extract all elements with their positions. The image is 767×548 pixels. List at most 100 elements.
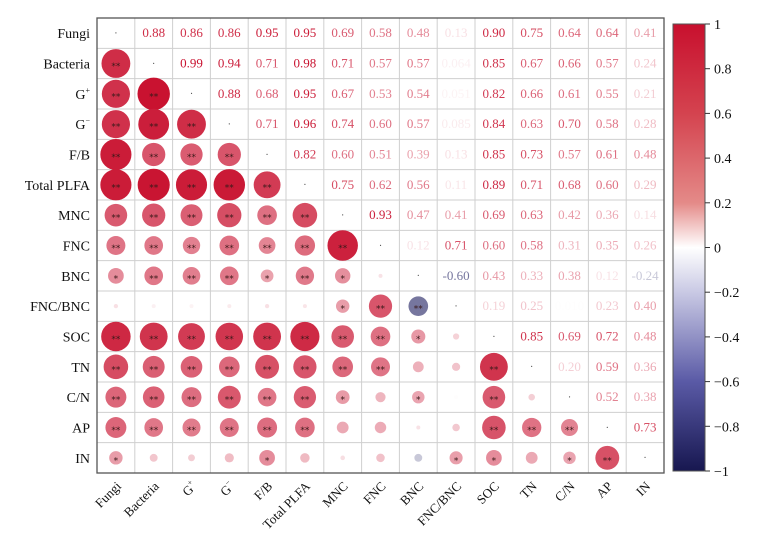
column-label: G−	[216, 477, 237, 498]
correlation-circle	[218, 356, 240, 378]
row-label: G−	[75, 116, 90, 133]
correlation-value: 0.52	[596, 389, 619, 404]
significance-stars: **	[187, 244, 197, 254]
correlation-value: 0.21	[634, 86, 657, 101]
diagonal-marker: ·	[341, 210, 344, 221]
significance-stars: **	[111, 214, 121, 224]
diagonal-marker: ·	[568, 392, 571, 403]
correlation-circle	[108, 267, 124, 284]
correlation-value: -0.24	[632, 268, 660, 283]
correlation-value: 0.13	[445, 25, 468, 40]
correlation-value: 0.60	[483, 237, 506, 252]
correlation-circle	[416, 425, 421, 430]
correlation-value: 0.48	[407, 25, 430, 40]
significance-stars: **	[149, 214, 159, 224]
correlation-circle	[340, 455, 345, 461]
significance-stars: **	[187, 123, 197, 133]
row-label: BNC	[61, 270, 90, 285]
significance-stars: **	[263, 214, 273, 224]
correlation-circle	[374, 421, 387, 434]
colorbar-tick-label: −0.8	[714, 420, 739, 435]
row-label: F/B	[69, 149, 90, 164]
correlation-circle	[144, 418, 164, 437]
correlation-value: 0.94	[218, 55, 241, 70]
correlation-value: 0.12	[407, 237, 430, 252]
significance-stars: **	[338, 335, 348, 345]
correlation-circle	[408, 296, 429, 316]
correlation-value: 0.67	[520, 55, 543, 70]
significance-stars: **	[187, 426, 197, 436]
correlation-circle	[101, 79, 130, 108]
correlation-circle	[100, 169, 132, 201]
correlation-value: 0.051	[441, 86, 470, 101]
significance-stars: *	[416, 335, 421, 345]
significance-stars: **	[111, 153, 121, 163]
significance-stars: *	[567, 456, 572, 466]
correlation-value: 0.35	[596, 237, 619, 252]
significance-stars: **	[565, 426, 575, 436]
significance-stars: **	[225, 426, 235, 436]
correlation-circle	[294, 235, 316, 256]
correlation-circle	[181, 387, 202, 408]
correlation-value: 0.48	[634, 328, 657, 343]
correlation-circle	[113, 304, 119, 309]
significance-stars: *	[114, 456, 119, 466]
correlation-circle	[142, 386, 165, 408]
correlation-circle	[137, 77, 170, 111]
correlation-value: 0.85	[520, 328, 543, 343]
row-label: SOC	[63, 331, 90, 346]
correlation-circle	[177, 109, 206, 139]
colorbar-tick-label: 0.4	[714, 152, 732, 167]
correlation-value: 0.064	[441, 55, 471, 70]
column-label: C/N	[552, 478, 578, 504]
correlation-value: 0.59	[596, 359, 619, 374]
correlation-circle	[258, 237, 276, 254]
significance-stars: **	[149, 92, 159, 102]
correlation-value: 0.41	[634, 25, 657, 40]
column-label: IN	[633, 478, 654, 499]
significance-stars: **	[603, 456, 613, 466]
correlation-circle	[144, 266, 164, 286]
significance-stars: *	[340, 305, 345, 315]
correlation-circle	[213, 169, 246, 201]
correlation-value: 0.48	[634, 146, 657, 161]
correlation-circle	[137, 168, 170, 201]
column-label: MNC	[319, 479, 351, 511]
column-label: Bacteria	[121, 478, 162, 519]
correlation-circle	[142, 142, 166, 167]
correlation-circle	[370, 326, 391, 347]
correlation-value: 0.61	[596, 146, 619, 161]
correlation-circle	[144, 236, 164, 255]
significance-stars: **	[149, 123, 159, 133]
correlation-circle	[482, 415, 506, 440]
significance-stars: **	[111, 123, 121, 133]
colorbar-tick-label: −0.4	[714, 331, 739, 346]
correlation-value: 0.95	[256, 25, 279, 40]
diagonal-marker: ·	[114, 28, 117, 39]
column-label: FNC	[360, 479, 388, 507]
significance-stars: **	[263, 365, 273, 375]
correlation-value: 0.68	[558, 177, 581, 192]
significance-stars: **	[149, 183, 159, 193]
significance-stars: **	[263, 426, 273, 436]
correlation-value: 0.12	[596, 268, 619, 283]
significance-stars: *	[265, 456, 270, 466]
significance-stars: **	[149, 396, 159, 406]
correlation-circle	[106, 235, 126, 256]
correlation-value: 0.42	[558, 207, 581, 222]
correlation-value: 0.58	[369, 25, 392, 40]
correlation-circle	[452, 423, 460, 432]
correlation-value: 0.85	[483, 55, 506, 70]
column-label: SOC	[474, 479, 502, 507]
significance-stars: **	[489, 426, 499, 436]
significance-stars: **	[300, 426, 310, 436]
correlation-value: 0.57	[369, 55, 392, 70]
significance-stars: **	[225, 365, 235, 375]
correlation-circle	[295, 417, 315, 438]
column-label: AP	[593, 479, 615, 501]
significance-stars: **	[149, 153, 159, 163]
correlation-value: 0.75	[520, 25, 543, 40]
row-label: TN	[71, 361, 90, 376]
correlation-value: 0.24	[634, 55, 657, 70]
correlation-value: 0.57	[407, 116, 430, 131]
